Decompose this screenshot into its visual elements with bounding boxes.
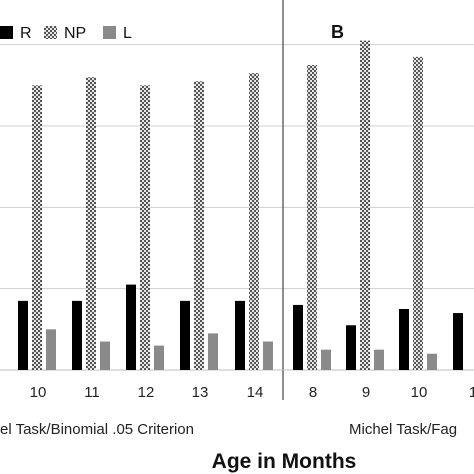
bars [18,40,463,371]
bar-l-10 [427,353,437,370]
x-tick-label: 14 [247,384,264,401]
x-tick-label: 1 [469,384,474,401]
x-tick-label: 13 [192,384,209,401]
panel-b-label: B [331,22,344,42]
x-tick-label: 11 [84,384,100,401]
x-axis-title: Age in Months [212,450,357,473]
bar-r-1 [453,313,463,370]
bar-l-11 [100,341,110,370]
x-tick-label: 10 [411,384,428,401]
bar-np-14 [249,73,259,370]
bar-l-8 [321,349,331,370]
bar-l-9 [374,349,384,370]
legend-swatch-np [44,26,57,39]
legend-label-r: R [20,25,32,42]
legend-swatch-l [103,26,116,39]
bar-r-10 [399,309,409,370]
legend-label-l: L [123,25,132,42]
bar-np-9 [360,40,370,370]
x-tick-label: 12 [138,384,155,401]
bar-r-11 [72,300,82,370]
bar-np-12 [140,85,150,370]
legend-label-np: NP [64,25,86,42]
legend-swatch-r [0,26,13,39]
x-tick-label: 9 [362,384,370,401]
bar-np-10 [32,85,42,370]
panel-b-group-label: Michel Task/Fag [349,421,457,438]
bar-r-12 [126,284,136,370]
bar-r-13 [180,300,190,370]
bar-l-13 [208,333,218,370]
x-tick-label: 10 [30,384,47,401]
x-tick-labels: 10 11 12 13 14 8 9 10 1 [30,384,474,401]
bar-np-11 [86,77,96,370]
bar-r-8 [293,304,303,370]
bar-r-14 [235,300,245,370]
gridlines [0,44,474,290]
x-tick-label: 8 [309,384,317,401]
legend: R NP L [0,25,132,42]
bar-np-13 [194,81,204,371]
bar-r-9 [346,325,356,370]
bar-np-8 [307,65,317,370]
bar-l-12 [154,345,164,370]
bar-l-10 [46,329,56,370]
bar-r-10 [18,300,28,370]
bar-l-14 [263,341,273,370]
panel-a-group-label: el Task/Binomial .05 Criterion [0,421,194,438]
bar-np-10 [413,56,423,370]
